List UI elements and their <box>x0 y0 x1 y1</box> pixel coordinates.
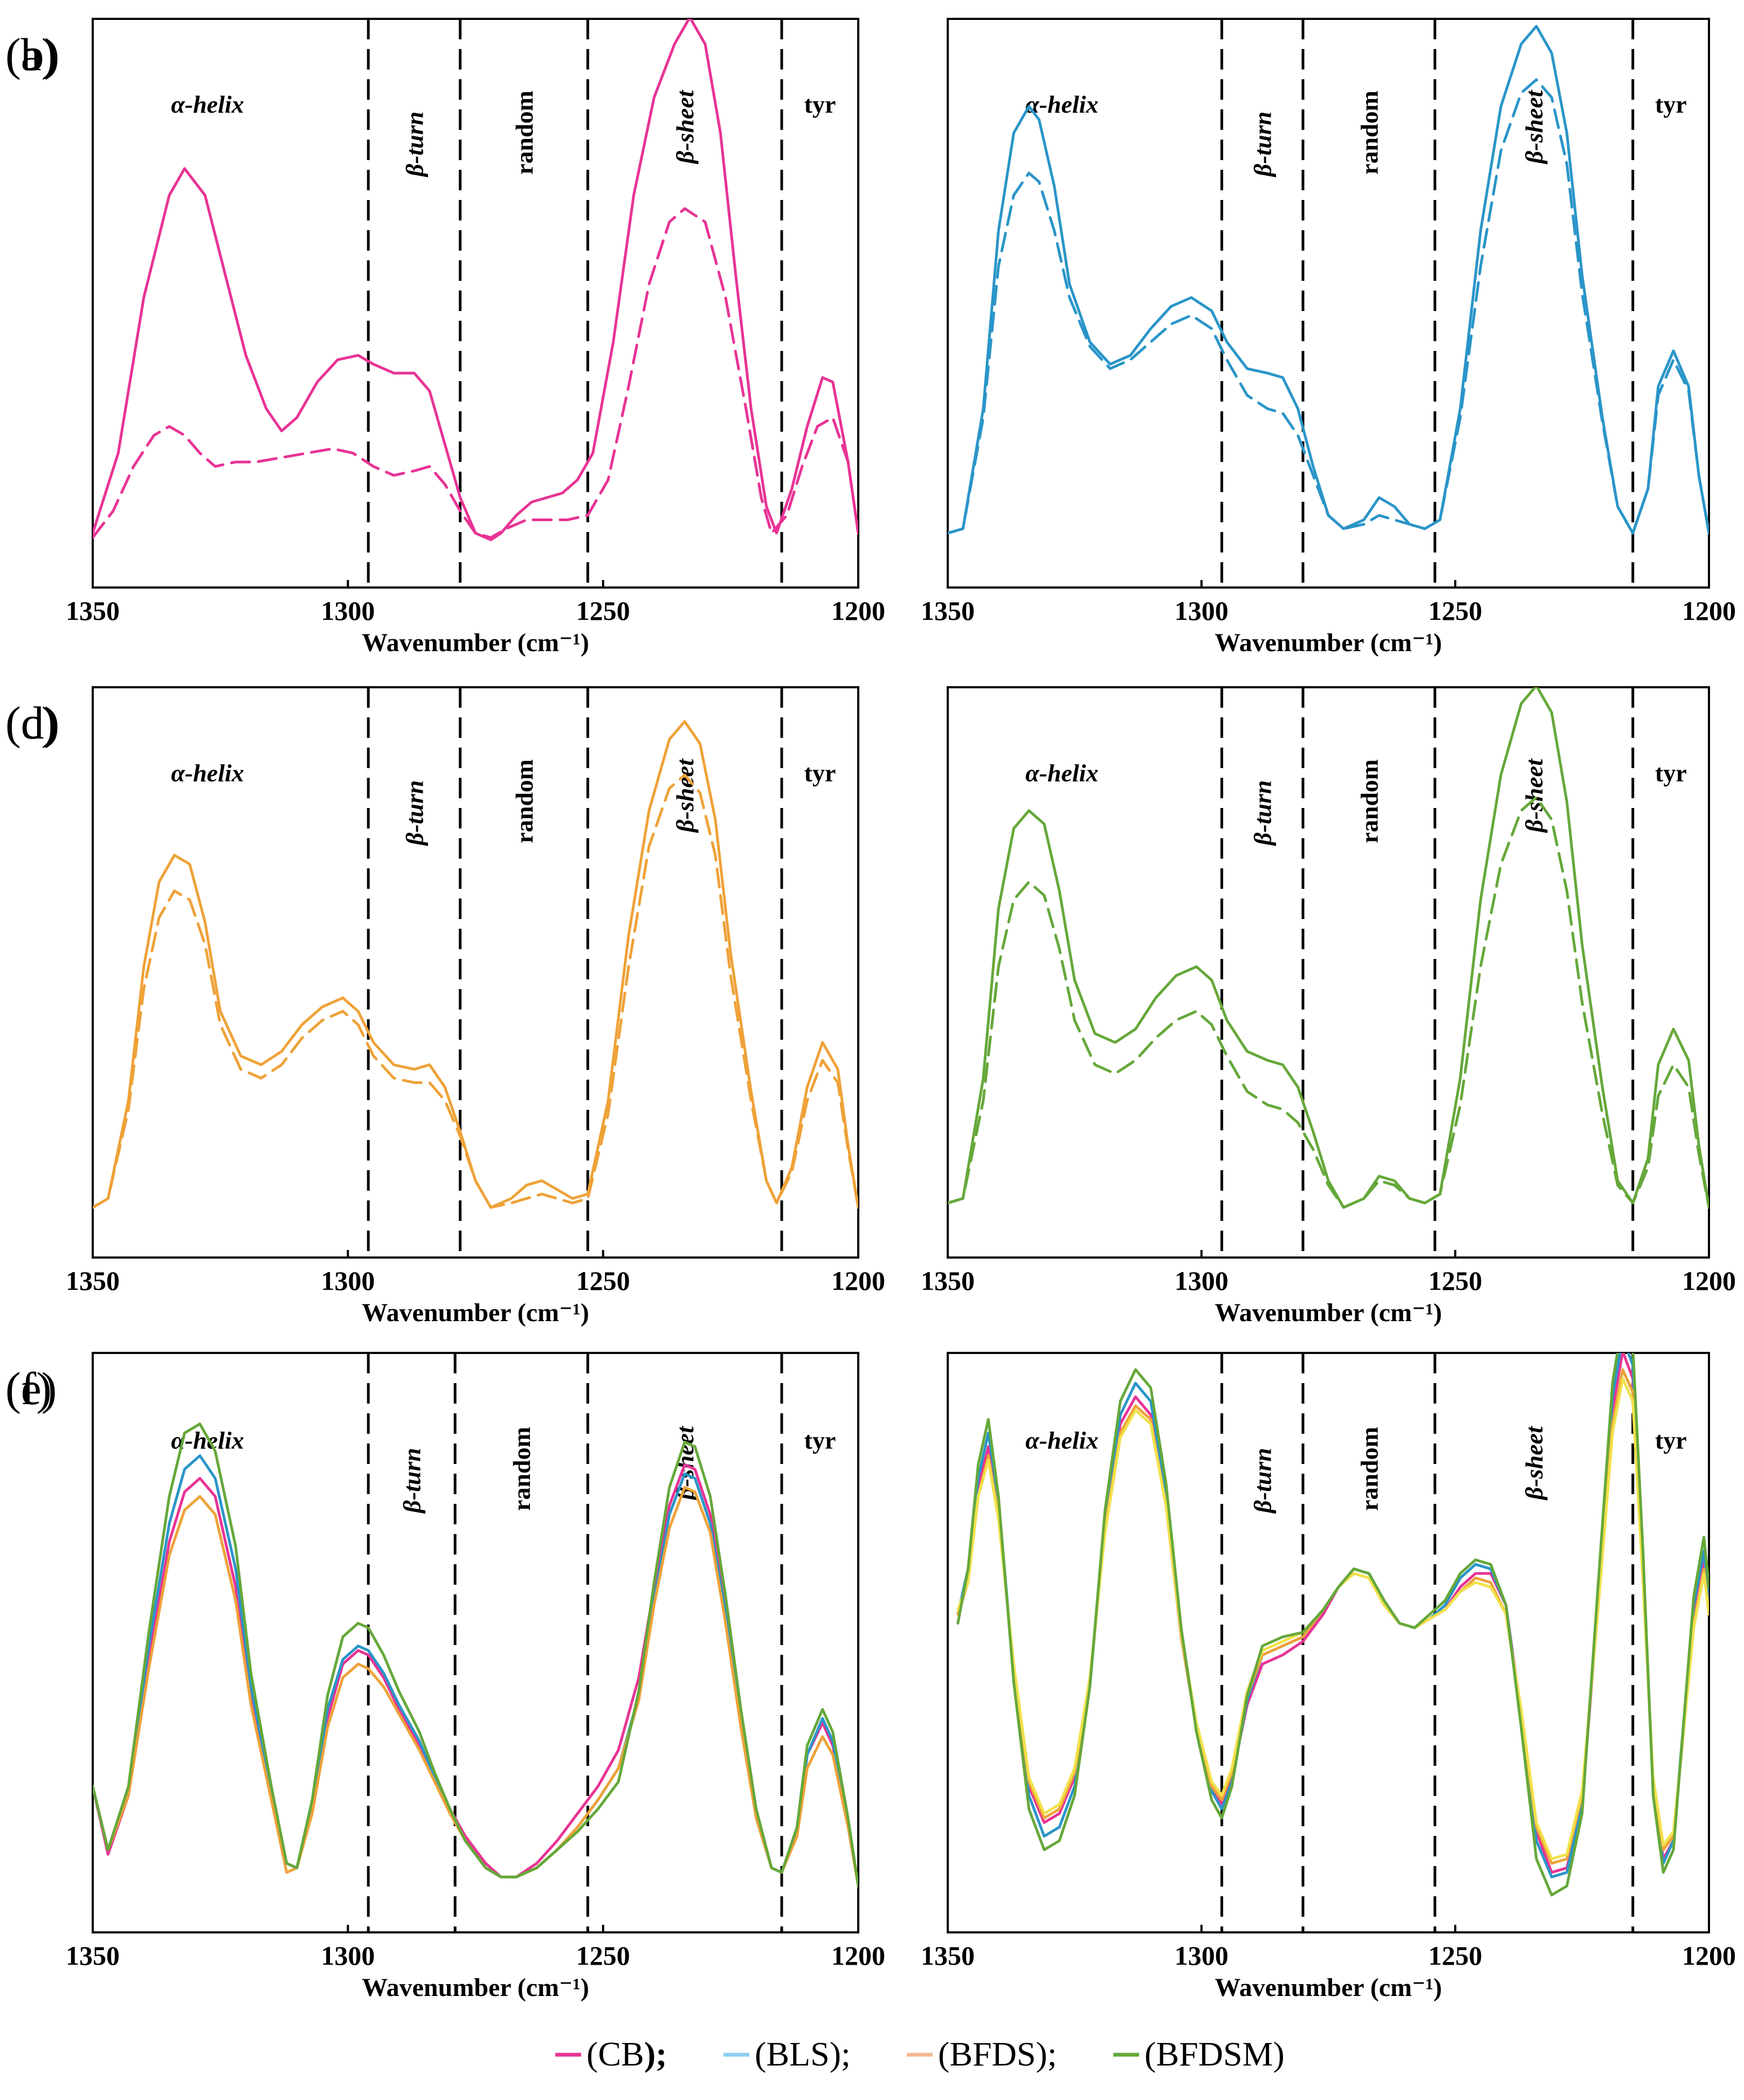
panel-b: 1350 1300 1250 1200 Wavenumber (cm⁻¹) (b) α-he… <box>5 18 1736 657</box>
x-tick-label: 1350 <box>921 1266 975 1296</box>
region-label: β-turn <box>1249 780 1277 846</box>
series-line-BFDS <box>93 1486 858 1888</box>
plot-frame <box>92 686 859 1259</box>
x-tick-label: 1200 <box>1682 596 1736 626</box>
x-tick-label: 1300 <box>1175 1266 1229 1296</box>
series-line-control <box>93 773 858 1209</box>
x-axis-label: Wavenumber (cm⁻¹) <box>1215 628 1442 657</box>
series-line-treated <box>93 19 858 541</box>
x-axis-label: Wavenumber (cm⁻¹) <box>1215 1973 1442 2002</box>
region-label: random <box>511 759 538 844</box>
panel-label: (a) <box>5 29 57 80</box>
region-label: tyr <box>804 91 836 118</box>
x-tick-label: 1300 <box>1175 596 1229 626</box>
x-tick-label: 1200 <box>1682 1266 1736 1296</box>
region-label: α-helix <box>1025 91 1098 118</box>
x-tick-label: 1200 <box>831 1940 885 1971</box>
legend-label-BFDSM: (BFDSM) <box>1145 2035 1285 2073</box>
x-tick-label: 1200 <box>831 1266 885 1296</box>
series-line-BFDS-yellow <box>956 1377 1709 1861</box>
region-label: α-helix <box>171 759 244 787</box>
panel-label: (d) <box>5 697 59 749</box>
panel-c: 1350 1300 1250 1200 Wavenumber (cm⁻¹) (c) α-he… <box>5 686 885 1327</box>
region-label: β-sheet <box>671 89 699 164</box>
x-tick-label: 1300 <box>321 596 375 626</box>
region-label: tyr <box>1655 91 1687 118</box>
region-label: β-turn <box>1249 1448 1277 1514</box>
x-axis-label: Wavenumber (cm⁻¹) <box>362 1298 589 1327</box>
legend-label-BLS: (BLS); <box>755 2035 851 2073</box>
x-tick-label: 1350 <box>66 596 120 626</box>
series-line-control <box>948 796 1709 1209</box>
legend-label-CB: (CB <box>587 2035 644 2073</box>
x-tick-label: 1250 <box>1428 1266 1482 1296</box>
region-label: random <box>508 1427 535 1511</box>
x-tick-label: 1250 <box>576 1940 630 1971</box>
x-tick-label: 1200 <box>1682 1940 1736 1971</box>
series-line-CB <box>93 1463 858 1888</box>
region-label: β-turn <box>401 112 428 178</box>
region-label: tyr <box>804 759 836 787</box>
region-label: random <box>1355 759 1383 844</box>
panel-a: 1350 1300 1250 1200 Wavenumber (cm⁻¹) (a) α-he… <box>5 18 885 657</box>
plot-frame <box>92 1352 859 1933</box>
series-line-BFDSM <box>93 1422 858 1888</box>
x-tick-label: 1300 <box>321 1940 375 1971</box>
region-label: β-sheet <box>1520 89 1548 164</box>
plot-frame <box>947 686 1710 1259</box>
plot-frame <box>92 18 859 589</box>
series-line-control <box>93 207 858 539</box>
region-label: random <box>511 91 538 175</box>
panel-label: (b) <box>5 29 59 80</box>
region-label: tyr <box>1655 1426 1687 1454</box>
panel-d: 1350 1300 1250 1200 Wavenumber (cm⁻¹) (d) α-he… <box>5 686 1736 1327</box>
panel-label: (e) <box>5 1363 57 1414</box>
region-label: β-turn <box>1249 112 1277 178</box>
x-tick-label: 1350 <box>66 1266 120 1296</box>
x-tick-label: 1300 <box>321 1266 375 1296</box>
region-label: tyr <box>804 1426 836 1454</box>
x-tick-label: 1350 <box>66 1940 120 1971</box>
region-label: tyr <box>1655 759 1687 787</box>
region-label: α-helix <box>171 91 244 118</box>
region-label: β-turn <box>401 780 428 846</box>
region-label: random <box>1355 1427 1383 1511</box>
series-line-BLS <box>93 1454 858 1888</box>
plot-frame <box>947 1352 1710 1933</box>
x-tick-label: 1200 <box>831 596 885 626</box>
region-label: α-helix <box>1025 759 1098 787</box>
region-label: β-sheet <box>1520 1426 1548 1501</box>
series-line-control <box>948 78 1709 535</box>
x-tick-label: 1250 <box>1428 596 1482 626</box>
x-tick-label: 1300 <box>1175 1940 1229 1971</box>
panel-label: (c) <box>5 697 57 749</box>
region-label: β-sheet <box>671 758 699 833</box>
x-tick-label: 1350 <box>921 1940 975 1971</box>
x-tick-label: 1350 <box>921 596 975 626</box>
x-axis-label: Wavenumber (cm⁻¹) <box>362 1973 589 2002</box>
legend: (CB); (BLS); (BFDS); (BFDSM) <box>555 2035 1285 2073</box>
region-label: random <box>1355 91 1383 175</box>
series-line-BFDSM <box>956 1353 1709 1897</box>
x-axis-label: Wavenumber (cm⁻¹) <box>1215 1298 1442 1327</box>
x-axis-label: Wavenumber (cm⁻¹) <box>362 628 589 657</box>
panel-f: 1350 1300 1250 1200 Wavenumber (cm⁻¹) (f) α-he… <box>5 1352 1736 2002</box>
region-label: α-helix <box>1025 1426 1098 1454</box>
legend-label-CB-suffix: ); <box>644 2035 667 2073</box>
legend-label-BFDS: (BFDS); <box>938 2035 1057 2073</box>
x-tick-label: 1250 <box>1428 1940 1482 1971</box>
plot-frame <box>947 18 1710 589</box>
region-label: β-turn <box>398 1448 426 1514</box>
region-label: β-sheet <box>1520 758 1548 833</box>
panel-label: (f) <box>5 1363 52 1414</box>
x-tick-label: 1250 <box>576 1266 630 1296</box>
x-tick-label: 1250 <box>576 596 630 626</box>
